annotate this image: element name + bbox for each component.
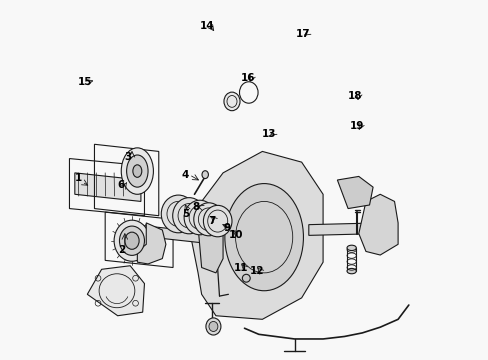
Ellipse shape xyxy=(114,220,149,261)
Polygon shape xyxy=(190,152,323,319)
Ellipse shape xyxy=(121,148,153,194)
Ellipse shape xyxy=(126,155,148,187)
Ellipse shape xyxy=(119,226,144,255)
Ellipse shape xyxy=(172,198,205,234)
Text: 15: 15 xyxy=(78,77,93,87)
Ellipse shape xyxy=(205,318,221,335)
Polygon shape xyxy=(75,173,141,202)
Text: 17: 17 xyxy=(296,28,310,39)
Circle shape xyxy=(139,158,143,163)
Text: 2: 2 xyxy=(118,245,124,255)
Circle shape xyxy=(131,179,136,184)
Ellipse shape xyxy=(208,321,218,332)
Ellipse shape xyxy=(124,232,139,249)
Circle shape xyxy=(142,168,147,174)
Polygon shape xyxy=(308,223,380,235)
Text: 3: 3 xyxy=(124,152,132,162)
Text: 10: 10 xyxy=(228,230,243,240)
Ellipse shape xyxy=(346,245,356,251)
Text: 1: 1 xyxy=(75,173,82,183)
Circle shape xyxy=(131,158,136,163)
Text: 18: 18 xyxy=(347,91,362,101)
Text: 11: 11 xyxy=(233,262,248,273)
Polygon shape xyxy=(337,176,372,208)
Polygon shape xyxy=(358,194,397,255)
Text: 8: 8 xyxy=(192,202,200,212)
Ellipse shape xyxy=(203,205,231,237)
Text: 9: 9 xyxy=(223,223,230,233)
Text: 13: 13 xyxy=(262,129,276,139)
Circle shape xyxy=(127,168,132,174)
Circle shape xyxy=(139,179,143,184)
Ellipse shape xyxy=(202,171,208,179)
Polygon shape xyxy=(87,266,144,316)
Text: 14: 14 xyxy=(199,21,214,31)
Text: 16: 16 xyxy=(240,73,255,83)
Ellipse shape xyxy=(161,195,195,233)
Text: 6: 6 xyxy=(118,180,124,190)
Text: 4: 4 xyxy=(182,170,189,180)
Ellipse shape xyxy=(242,274,250,282)
Ellipse shape xyxy=(224,92,240,111)
Ellipse shape xyxy=(133,165,142,177)
Text: 12: 12 xyxy=(249,266,264,276)
Polygon shape xyxy=(137,223,165,264)
Ellipse shape xyxy=(184,200,215,235)
Ellipse shape xyxy=(193,203,224,236)
Polygon shape xyxy=(198,216,223,273)
Ellipse shape xyxy=(346,269,356,274)
Ellipse shape xyxy=(224,184,303,291)
Text: 19: 19 xyxy=(349,121,364,131)
Text: 7: 7 xyxy=(208,216,216,226)
Text: 5: 5 xyxy=(182,209,189,219)
Polygon shape xyxy=(134,225,216,244)
